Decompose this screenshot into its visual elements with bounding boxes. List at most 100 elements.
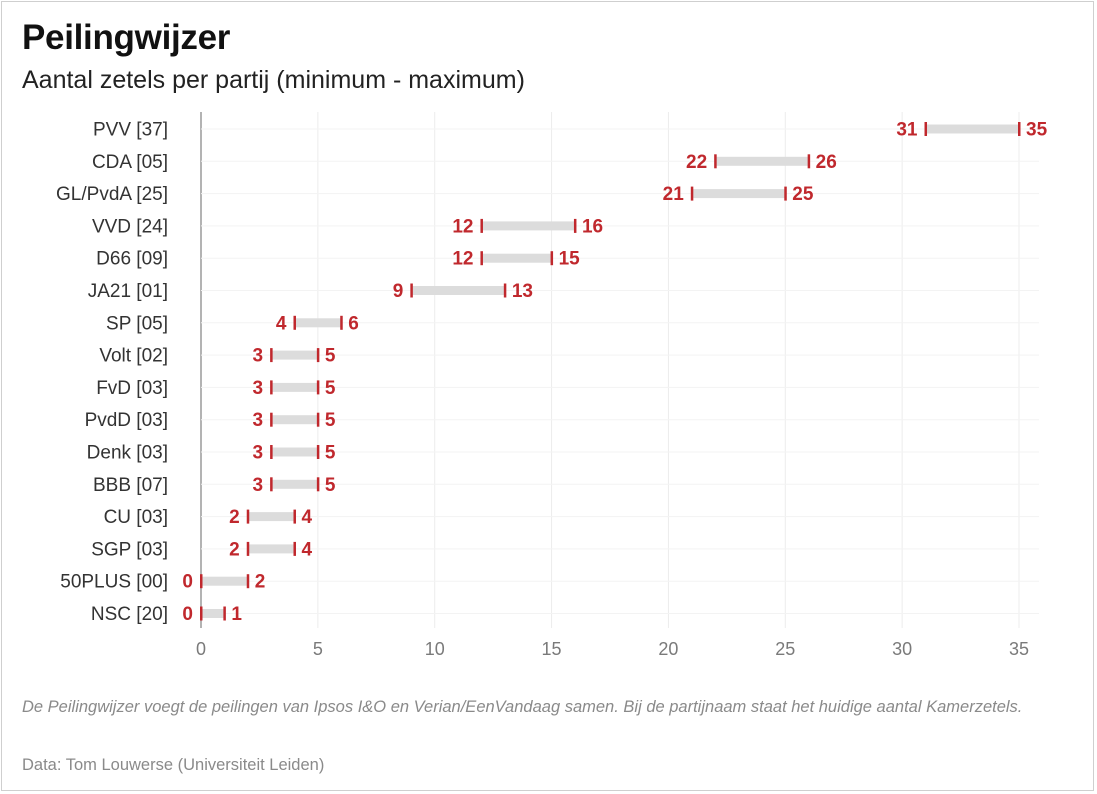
max-marker: [550, 251, 554, 266]
min-marker: [270, 348, 273, 363]
min-marker: [480, 251, 483, 266]
min-value-label: 3: [253, 443, 264, 464]
min-value-label: 4: [276, 313, 287, 334]
category-label: PvdD [03]: [85, 410, 168, 431]
x-tick-label: 0: [196, 639, 206, 659]
x-tick-label: 20: [658, 639, 678, 659]
category-label: D66 [09]: [96, 249, 168, 270]
max-marker: [1018, 122, 1021, 136]
min-marker: [270, 380, 273, 395]
max-value-label: 2: [255, 572, 266, 593]
max-value-label: 5: [325, 378, 336, 399]
chart-subtitle: Aantal zetels per partij (minimum - maxi…: [22, 66, 525, 94]
max-value-label: 6: [348, 313, 359, 334]
min-marker: [293, 315, 296, 330]
min-marker: [246, 509, 250, 524]
min-value-label: 12: [452, 216, 473, 237]
max-value-label: 1: [231, 604, 242, 625]
min-value-label: 3: [253, 346, 264, 367]
range-bar: [715, 156, 809, 166]
min-marker: [270, 445, 273, 459]
max-marker: [293, 541, 296, 556]
min-value-label: 2: [229, 539, 240, 560]
footnote: De Peilingwijzer voegt de peilingen van …: [22, 698, 1023, 716]
x-tick-label: 35: [1009, 639, 1029, 659]
max-value-label: 15: [559, 249, 581, 270]
max-marker: [316, 348, 320, 363]
max-value-label: 35: [1026, 120, 1048, 141]
category-label: GL/PvdA [25]: [56, 184, 168, 205]
category-label: CDA [05]: [92, 152, 168, 173]
min-marker: [714, 154, 717, 169]
x-tick-label: 25: [775, 639, 795, 659]
min-value-label: 0: [182, 604, 193, 625]
min-value-label: 22: [686, 152, 707, 173]
max-value-label: 5: [325, 346, 336, 367]
range-bar: [271, 350, 318, 360]
range-bar: [271, 415, 318, 425]
min-marker: [690, 186, 694, 201]
range-bar: [201, 576, 248, 586]
category-label: Denk [03]: [87, 443, 168, 464]
max-marker: [503, 283, 507, 298]
range-bar: [201, 609, 225, 618]
x-tick-label: 10: [425, 639, 445, 659]
min-marker: [246, 541, 250, 556]
x-tick-label: 5: [313, 639, 323, 659]
max-value-label: 25: [792, 184, 814, 205]
x-tick-label: 30: [892, 639, 912, 659]
max-value-label: 4: [301, 507, 312, 528]
min-value-label: 21: [663, 184, 685, 205]
max-value-label: 5: [325, 443, 336, 464]
category-label: SGP [03]: [91, 539, 168, 560]
max-value-label: 13: [512, 281, 533, 302]
min-value-label: 0: [182, 572, 193, 593]
min-value-label: 3: [253, 475, 264, 496]
min-value-label: 31: [896, 120, 918, 141]
x-tick-label: 15: [542, 639, 562, 659]
range-bar: [271, 447, 318, 457]
range-bar: [411, 286, 505, 295]
range-bar: [481, 221, 575, 231]
max-marker: [293, 509, 296, 524]
range-bar: [271, 382, 318, 392]
category-label: PVV [37]: [93, 120, 168, 141]
min-marker: [200, 574, 203, 589]
min-marker: [480, 218, 483, 233]
min-value-label: 3: [253, 410, 264, 431]
range-bar: [271, 479, 318, 489]
range-bar: [691, 189, 786, 199]
min-marker: [270, 412, 273, 427]
min-value-label: 9: [393, 281, 404, 302]
max-marker: [316, 412, 320, 427]
category-label: JA21 [01]: [88, 281, 168, 302]
max-value-label: 16: [582, 216, 603, 237]
min-value-label: 3: [253, 378, 264, 399]
range-bar: [925, 124, 1019, 134]
min-marker: [924, 122, 928, 136]
min-marker: [270, 477, 273, 492]
category-label: NSC [20]: [91, 604, 168, 625]
category-label: BBB [07]: [93, 475, 168, 496]
max-marker: [246, 574, 250, 589]
max-marker: [316, 380, 320, 395]
category-label: Volt [02]: [99, 346, 168, 367]
max-marker: [316, 477, 320, 492]
min-marker: [410, 283, 413, 298]
range-bar: [247, 544, 295, 554]
category-label: CU [03]: [104, 507, 168, 528]
max-marker: [573, 218, 577, 233]
category-label: FvD [03]: [96, 378, 168, 399]
max-value-label: 26: [816, 152, 837, 173]
max-value-label: 5: [325, 475, 336, 496]
max-marker: [223, 606, 226, 621]
min-value-label: 12: [452, 249, 473, 270]
max-marker: [784, 186, 787, 201]
max-marker: [340, 315, 343, 330]
category-label: 50PLUS [00]: [60, 572, 168, 593]
data-source: Data: Tom Louwerse (Universiteit Leiden): [22, 756, 325, 774]
category-label: VVD [24]: [92, 216, 168, 237]
max-value-label: 4: [301, 539, 312, 560]
range-bar: [481, 253, 552, 263]
